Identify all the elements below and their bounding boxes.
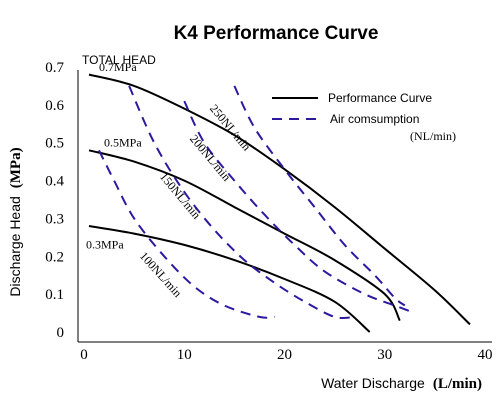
x-tick-label: 0 bbox=[80, 347, 88, 363]
curve-annotation: 250NL/min bbox=[207, 102, 254, 154]
y-tick-label: 0.4 bbox=[45, 174, 64, 190]
y-tick-label: 0.7 bbox=[45, 60, 64, 76]
chart-title: K4 Performance Curve bbox=[174, 23, 379, 44]
curve-annotations: 0.7MPa 0.5MPa 0.3MPa 250NL/min200NL/min150N… bbox=[86, 60, 254, 300]
curve-annotation: 200NL/min bbox=[187, 132, 234, 184]
legend: Performance Curve Air comsumption (NL/mi… bbox=[272, 91, 456, 143]
air-curve-200nlmin bbox=[183, 100, 416, 315]
y-tick-label: 0.1 bbox=[45, 287, 64, 303]
x-tick-label: 30 bbox=[377, 347, 392, 363]
performance-curve-07mpa bbox=[88, 73, 471, 326]
legend-performance-label: Performance Curve bbox=[328, 91, 432, 105]
x-tick-label: 10 bbox=[177, 347, 192, 363]
svg-text:Discharge Head (MPa): Discharge Head (MPa) bbox=[7, 147, 24, 296]
air-consumption-curves bbox=[98, 85, 416, 319]
y-axis-label: Discharge Head bbox=[7, 196, 23, 296]
y-axis-title: Discharge Head (MPa) bbox=[7, 147, 24, 296]
curve-annotation: 0.3MPa bbox=[86, 238, 124, 252]
air-curve-250nlmin bbox=[233, 85, 406, 307]
curve-annotation: 0.5MPa bbox=[104, 136, 142, 150]
x-tick-label: 20 bbox=[277, 347, 292, 363]
y-tick-label: 0.2 bbox=[45, 249, 64, 265]
y-axis-unit: (MPa) bbox=[8, 147, 24, 188]
y-tick-label: 0 bbox=[57, 325, 65, 341]
curve-annotation: 100NL/min bbox=[137, 249, 185, 300]
y-tick-label: 0.6 bbox=[45, 98, 64, 114]
performance-curve-03mpa bbox=[88, 225, 371, 333]
air-curve-150nlmin bbox=[128, 85, 355, 319]
performance-curves bbox=[88, 73, 471, 333]
x-axis-unit: (L/min) bbox=[433, 376, 482, 392]
y-tick-labels: 0 0.1 0.2 0.3 0.4 0.5 0.6 0.7 bbox=[45, 60, 64, 341]
x-axis-title: Water Discharge (L/min) bbox=[321, 375, 482, 392]
x-axis-label: Water Discharge bbox=[321, 375, 425, 391]
x-tick-labels: 0 10 20 30 40 bbox=[80, 347, 492, 363]
y-tick-label: 0.3 bbox=[45, 211, 64, 227]
performance-curve-05mpa bbox=[88, 149, 401, 322]
legend-air-label: Air comsumption bbox=[330, 112, 419, 126]
x-tick-label: 40 bbox=[478, 347, 493, 363]
legend-air-unit: (NL/min) bbox=[410, 129, 456, 143]
curve-annotation: 150NL/min bbox=[157, 170, 204, 222]
y-tick-label: 0.5 bbox=[45, 136, 64, 152]
curve-annotation: 0.7MPa bbox=[99, 60, 137, 74]
air-curve-100nlmin bbox=[98, 149, 275, 319]
total-head-label: TOTAL HEAD bbox=[82, 53, 156, 67]
